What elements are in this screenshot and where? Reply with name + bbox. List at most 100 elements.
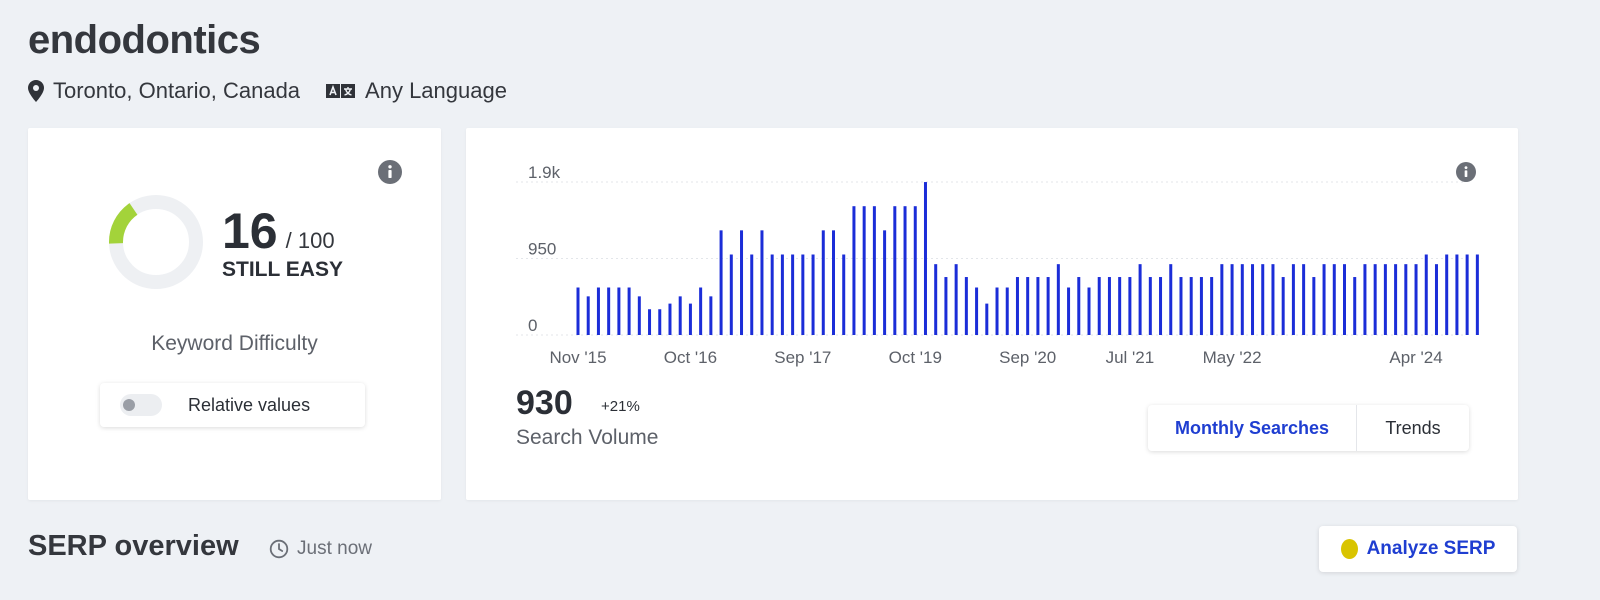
bar[interactable] <box>862 206 866 335</box>
bar[interactable] <box>1363 264 1367 335</box>
bar[interactable] <box>893 206 897 335</box>
bar[interactable] <box>750 254 754 336</box>
bar[interactable] <box>1465 254 1469 336</box>
bar[interactable] <box>678 296 682 335</box>
bar[interactable] <box>1046 277 1050 335</box>
bar[interactable] <box>1455 254 1459 336</box>
bar[interactable] <box>1291 264 1295 335</box>
bar[interactable] <box>688 303 692 335</box>
bar[interactable] <box>1261 264 1265 335</box>
bar[interactable] <box>975 287 979 335</box>
bar[interactable] <box>1475 254 1479 336</box>
bar[interactable] <box>1210 277 1214 335</box>
bar[interactable] <box>1353 277 1357 335</box>
bar[interactable] <box>1404 264 1408 335</box>
bar[interactable] <box>699 287 703 335</box>
bar[interactable] <box>1118 277 1122 335</box>
bar[interactable] <box>1343 264 1346 335</box>
bar[interactable] <box>944 277 948 335</box>
bar[interactable] <box>617 287 621 335</box>
bar[interactable] <box>607 287 611 335</box>
bar[interactable] <box>1067 287 1071 335</box>
bar[interactable] <box>883 230 887 335</box>
bar[interactable] <box>985 303 989 335</box>
bar[interactable] <box>770 254 774 336</box>
bar[interactable] <box>852 206 856 335</box>
bar[interactable] <box>1036 277 1040 335</box>
bar[interactable] <box>658 309 662 335</box>
bar[interactable] <box>1414 264 1418 335</box>
bar[interactable] <box>596 287 600 335</box>
bar[interactable] <box>1332 264 1336 335</box>
bar[interactable] <box>1128 277 1132 335</box>
bar[interactable] <box>1056 264 1060 335</box>
bar[interactable] <box>1179 277 1183 335</box>
bar[interactable] <box>1373 264 1377 335</box>
bar[interactable] <box>1159 277 1163 335</box>
bar[interactable] <box>1015 277 1019 335</box>
bar[interactable] <box>586 296 590 335</box>
bar[interactable] <box>719 230 723 335</box>
bar[interactable] <box>842 254 846 336</box>
bar[interactable] <box>1312 277 1316 335</box>
bar[interactable] <box>791 254 795 336</box>
bar[interactable] <box>801 254 805 336</box>
bar[interactable] <box>1424 254 1428 336</box>
bar[interactable] <box>1220 264 1224 335</box>
bar[interactable] <box>821 230 825 335</box>
bar[interactable] <box>729 254 733 336</box>
bar[interactable] <box>1251 264 1255 335</box>
bar[interactable] <box>1240 264 1244 335</box>
bar[interactable] <box>668 303 672 335</box>
bar[interactable] <box>1005 287 1009 335</box>
bar[interactable] <box>923 182 927 335</box>
bar[interactable] <box>913 206 917 335</box>
bar[interactable] <box>1281 277 1285 335</box>
bar[interactable] <box>1199 277 1203 335</box>
bar[interactable] <box>811 254 815 336</box>
relative-values-toggle[interactable]: Relative values <box>100 383 365 427</box>
analyze-serp-button[interactable]: Analyze SERP <box>1319 526 1517 572</box>
bar[interactable] <box>964 277 968 335</box>
bar[interactable] <box>1302 264 1306 335</box>
bar[interactable] <box>1169 264 1173 335</box>
bar[interactable] <box>780 254 784 336</box>
bar[interactable] <box>648 309 652 335</box>
bar[interactable] <box>1148 277 1152 335</box>
tab-monthly-searches[interactable]: Monthly Searches <box>1148 405 1357 451</box>
bar[interactable] <box>832 230 835 335</box>
bar[interactable] <box>1138 264 1142 335</box>
bar[interactable] <box>760 230 764 335</box>
bar[interactable] <box>1189 277 1193 335</box>
bar[interactable] <box>1087 287 1091 335</box>
bar[interactable] <box>1383 264 1387 335</box>
info-icon[interactable] <box>1456 162 1476 182</box>
bar[interactable] <box>1107 277 1111 335</box>
bar[interactable] <box>872 206 876 335</box>
bar[interactable] <box>709 296 713 335</box>
bar[interactable] <box>1322 264 1326 335</box>
x-tick-label: Jul '21 <box>1106 348 1155 367</box>
bar[interactable] <box>1394 264 1398 335</box>
info-icon[interactable] <box>378 160 402 184</box>
bar[interactable] <box>740 230 744 335</box>
bar[interactable] <box>627 287 631 335</box>
tab-trends[interactable]: Trends <box>1385 417 1441 438</box>
bar[interactable] <box>1434 264 1438 335</box>
keyword-difficulty-label: Keyword Difficulty <box>151 332 318 355</box>
bar[interactable] <box>1026 277 1030 335</box>
bar[interactable] <box>934 264 938 335</box>
toggle-switch[interactable] <box>120 394 162 416</box>
bar[interactable] <box>1445 254 1449 336</box>
bar[interactable] <box>1271 264 1275 335</box>
bar[interactable] <box>637 296 641 335</box>
bar[interactable] <box>576 287 580 335</box>
bar[interactable] <box>1077 277 1081 335</box>
difficulty-score-max: / 100 <box>285 228 335 253</box>
bar[interactable] <box>995 287 999 335</box>
language-icon <box>326 84 356 98</box>
bar[interactable] <box>903 206 907 335</box>
bar[interactable] <box>1230 264 1234 335</box>
bar[interactable] <box>954 264 958 335</box>
bar[interactable] <box>1097 277 1101 335</box>
